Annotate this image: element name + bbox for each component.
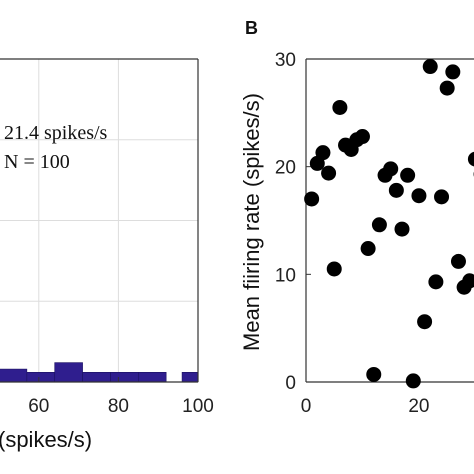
scatter-point [366,366,382,382]
scatter-y-ticks: 0 10 20 30 [275,50,311,394]
histogram-bar [138,372,167,383]
scatter-y-tick-label: 0 [285,373,296,394]
scatter-point [360,240,376,256]
scatter-point [405,373,421,389]
histogram-x-ticks: 60 80 100 [28,377,214,417]
histogram-bar [181,372,199,383]
scatter-point [354,129,370,145]
scatter-point [422,59,438,75]
scatter-point [388,182,404,198]
scatter-y-tick-label: 20 [275,158,296,179]
scatter-point [315,145,331,161]
scatter-point [445,64,461,80]
histogram-x-tick-label: 100 [182,396,214,417]
histogram-bar [82,372,111,383]
histogram-bar [0,368,28,383]
scatter-x-tick-label: 0 [301,396,312,417]
scatter-point [434,189,450,205]
histogram-x-tick-label: 80 [108,396,129,417]
histogram-bar [26,372,56,383]
histogram-x-tick-label: 60 [28,396,49,417]
scatter-point [371,217,387,233]
scatter-y-tick-label: 30 [275,50,296,71]
scatter-point [428,274,444,290]
scatter-point [332,99,348,115]
scatter-point [467,151,474,167]
scatter-point [439,80,455,96]
scatter-point [462,273,474,289]
scatter-point [321,165,337,181]
histogram-x-axis-label: (spikes/s) [0,427,92,452]
histogram-bar [54,362,83,383]
scatter-point [304,191,320,207]
scatter-y-tick-label: 10 [275,265,296,286]
histogram-bar [110,372,139,383]
scatter-y-axis-label: Mean fiiring rate (spikes/s) [239,93,264,351]
scatter-x-tick-label: 20 [408,396,429,417]
scatter-panel: B 0 10 20 30 0 20 Mean fiiring rate (spikes/… [239,18,474,417]
histogram-panel: 60 80 100 21.4 spikes/s N = 100 (spikes/s) [0,58,214,452]
scatter-point [383,161,399,177]
histogram-grid [0,59,199,382]
histogram-bars [0,362,199,383]
scatter-point [417,314,433,330]
scatter-point [450,253,466,269]
annotation-n: N = 100 [4,151,70,173]
scatter-points [304,59,474,389]
scatter-point [411,188,427,204]
scatter-point [400,167,416,183]
panel-label-b: B [245,18,258,38]
scatter-point [394,221,410,237]
scatter-point [326,261,342,277]
annotation-mean: 21.4 spikes/s [4,122,108,144]
